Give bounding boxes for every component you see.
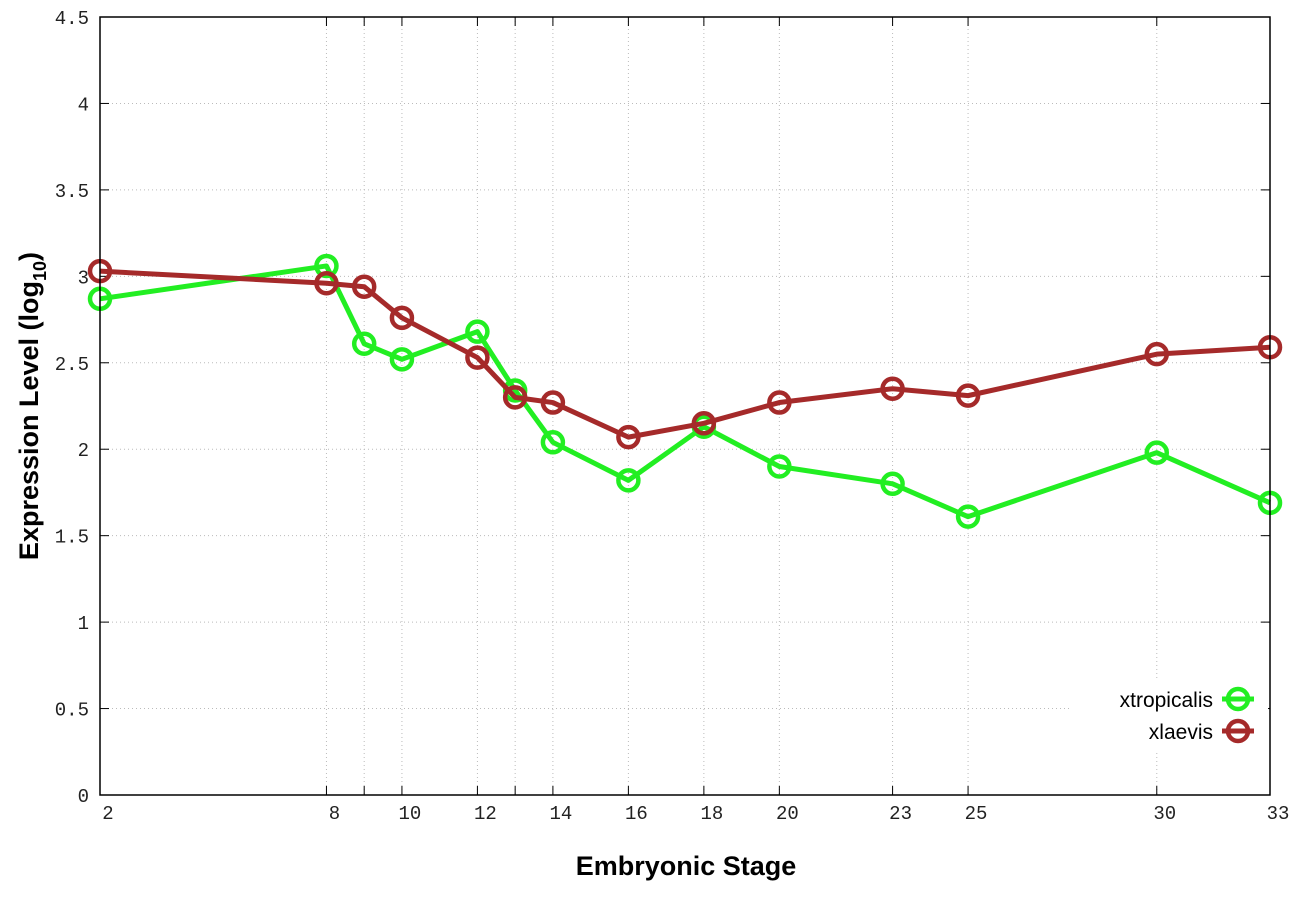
data-point-xtropicalis: [314, 253, 339, 279]
y-tick-label: 1: [78, 613, 89, 635]
legend: xtropicalis xlaevis: [1120, 686, 1254, 744]
y-tick-label: 0.5: [55, 700, 89, 722]
y-tick-label: 0: [78, 786, 89, 808]
data-point-xlaevis: [1144, 341, 1170, 367]
y-axis-label: Expression Level (log10): [14, 252, 50, 560]
x-tick-label: 2: [102, 803, 113, 825]
data-point-xtropicalis: [1144, 440, 1170, 465]
y-tick-label: 4.5: [55, 8, 89, 30]
x-axis-label: Embryonic Stage: [576, 851, 797, 881]
y-axis-label-close: ): [14, 252, 44, 261]
y-tick-label: 2.5: [55, 354, 89, 376]
data-point-xtropicalis: [465, 319, 490, 344]
x-tick-label: 14: [549, 803, 572, 825]
data-point-xlaevis: [502, 385, 528, 410]
x-tick-label: 23: [889, 803, 912, 825]
plot-frame: [99, 16, 1271, 796]
series-xtropicalis: [87, 253, 1283, 529]
data-point-xtropicalis: [616, 468, 641, 493]
x-tick-label: 20: [776, 803, 799, 825]
data-point-xlaevis: [540, 390, 566, 415]
data-point-xlaevis: [691, 411, 717, 436]
data-point-xlaevis: [616, 424, 641, 450]
series-line-xlaevis: [99, 268, 1271, 440]
x-tick-label: 18: [700, 803, 723, 825]
y-tick-label: 1.5: [55, 527, 89, 549]
data-point-xtropicalis: [540, 430, 566, 455]
data-point-xtropicalis: [880, 471, 905, 497]
x-tick-label: 33: [1267, 803, 1290, 825]
data-point-xtropicalis: [351, 331, 377, 357]
legend-marker-xlaevis: [1225, 718, 1251, 744]
series-line-xtropicalis: [99, 263, 1272, 520]
data-point-xlaevis: [465, 345, 490, 370]
x-tick-label: 16: [625, 803, 648, 825]
data-point-xlaevis: [351, 274, 377, 299]
data-point-xlaevis: [880, 376, 905, 401]
y-axis-label-main: Expression Level (log: [14, 281, 44, 560]
x-tick-label: 30: [1153, 803, 1176, 825]
x-tick-label: 25: [965, 803, 988, 825]
data-point-xlaevis: [314, 270, 339, 296]
x-tick-label: 8: [329, 803, 340, 825]
y-axis-label-subscript: 10: [30, 261, 50, 281]
ticks: 2 8 10 12 14 16 18 20 23 25 30 33 0 0.5 1 1.5 2 2.5 3 3.5 4 4…: [55, 8, 1290, 825]
data-point-xtropicalis: [767, 454, 792, 479]
y-tick-label: 2: [78, 440, 89, 462]
series-group: [87, 253, 1283, 529]
legend-marker-xtropicalis: [1225, 686, 1251, 712]
data-point-xtropicalis: [955, 504, 981, 529]
legend-label-xtropicalis: xtropicalis: [1120, 689, 1213, 712]
data-point-xlaevis: [767, 390, 792, 415]
x-tick-label: 10: [399, 803, 422, 825]
data-point-xlaevis: [389, 305, 415, 331]
y-tick-label: 3.5: [55, 181, 89, 203]
x-tick-label: 12: [474, 803, 497, 825]
data-point-xtropicalis: [389, 347, 415, 372]
y-tick-label: 3: [78, 267, 89, 289]
y-tick-label: 4: [78, 94, 89, 116]
data-point-xlaevis: [955, 383, 981, 408]
grid: [99, 17, 1271, 795]
series-xlaevis: [87, 258, 1283, 450]
legend-label-xlaevis: xlaevis: [1149, 721, 1213, 744]
